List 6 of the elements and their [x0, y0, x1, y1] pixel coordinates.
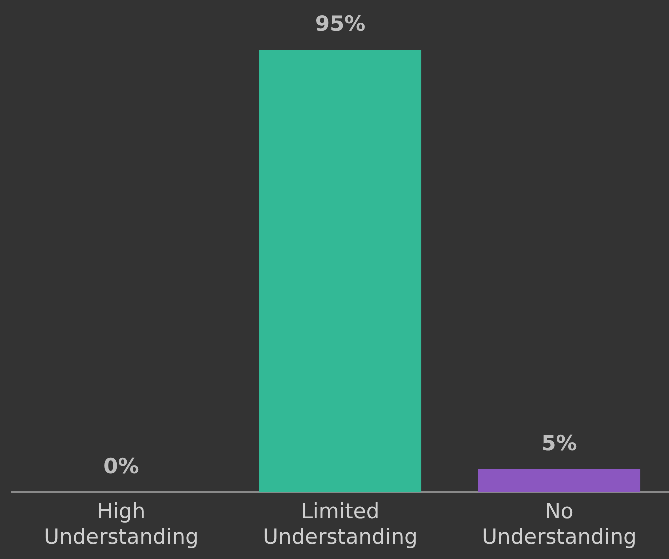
x-tick-label: High Understanding	[44, 500, 199, 549]
data-label: 95%	[315, 12, 366, 36]
data-label: 0%	[104, 454, 140, 479]
x-tick-label: No Understanding	[482, 500, 637, 549]
x-tick-label: Limited Understanding	[263, 500, 418, 549]
data-label: 5%	[542, 431, 578, 456]
